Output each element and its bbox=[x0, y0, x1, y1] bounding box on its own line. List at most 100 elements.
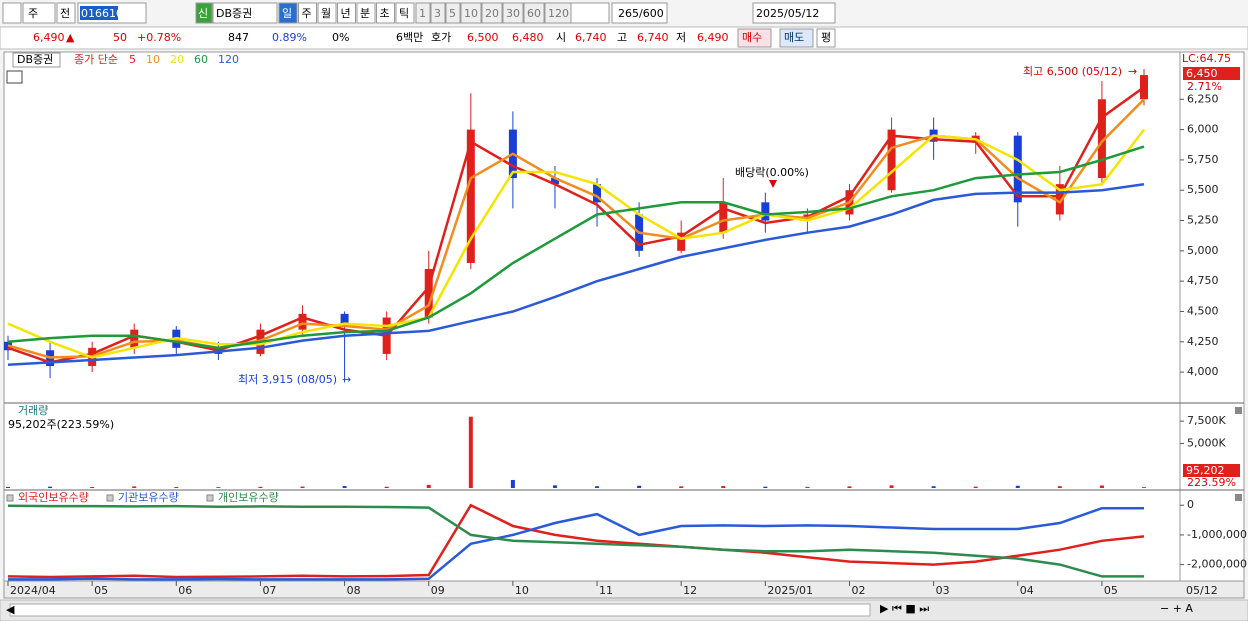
volume-bar bbox=[679, 486, 684, 488]
quote-item: 시 bbox=[556, 31, 566, 44]
code[interactable]: 016610 bbox=[81, 7, 123, 20]
volume-bar bbox=[931, 486, 936, 488]
scroll-right[interactable]: ▶ ⏮ ■ ⏭ bbox=[880, 602, 929, 615]
menu-button[interactable] bbox=[2, 2, 22, 24]
panel-close[interactable] bbox=[1235, 494, 1242, 501]
x-end-label: 05/12 bbox=[1186, 584, 1218, 597]
annotation-arrow bbox=[769, 180, 777, 188]
candle-body bbox=[1097, 99, 1106, 179]
period-select[interactable] bbox=[22, 2, 56, 24]
count-button[interactable] bbox=[415, 2, 431, 24]
interval[interactable]: 일 bbox=[282, 6, 292, 20]
legend-entry[interactable]: 60 bbox=[194, 53, 208, 66]
annotation: 배당락(0.00%) bbox=[735, 166, 809, 179]
count[interactable]: 1 bbox=[419, 7, 426, 20]
interval-button[interactable] bbox=[337, 2, 356, 24]
y-tick-label: -1,000,000 bbox=[1187, 528, 1247, 541]
candle-body bbox=[593, 184, 602, 203]
series-line bbox=[7, 504, 1144, 578]
new[interactable]: 신 bbox=[198, 7, 208, 20]
interval[interactable]: 초 bbox=[380, 7, 390, 20]
quote-item[interactable]: 평 bbox=[821, 31, 831, 44]
candle-body bbox=[761, 202, 770, 221]
count-button[interactable] bbox=[445, 2, 461, 24]
annotation: 최저 3,915 (08/05) bbox=[238, 373, 337, 386]
volume-bar bbox=[426, 484, 431, 488]
count-button[interactable] bbox=[502, 2, 524, 24]
date-input[interactable] bbox=[752, 2, 836, 24]
count[interactable]: 3 bbox=[434, 7, 441, 20]
interval-button[interactable] bbox=[278, 2, 298, 24]
order-button[interactable] bbox=[779, 28, 814, 48]
interval[interactable]: 년 bbox=[341, 7, 351, 20]
quote-item[interactable]: 매도 bbox=[784, 31, 804, 44]
interval[interactable]: 월 bbox=[321, 7, 331, 20]
table-icon[interactable] bbox=[6, 70, 23, 84]
interval-button[interactable] bbox=[356, 2, 376, 24]
legend-entry[interactable]: 기관보유수량 bbox=[118, 491, 179, 504]
y-tick-label: 5,750 bbox=[1187, 153, 1219, 166]
count-button[interactable] bbox=[523, 2, 545, 24]
candle-body bbox=[424, 269, 433, 318]
volume-bar bbox=[721, 486, 726, 488]
count[interactable]: 120 bbox=[548, 7, 569, 20]
count[interactable]: 5 bbox=[449, 7, 456, 20]
interval-button[interactable] bbox=[395, 2, 415, 24]
quote-item: 6,490 bbox=[33, 31, 65, 44]
candle-body bbox=[298, 313, 307, 330]
interval-button[interactable] bbox=[376, 2, 395, 24]
interval-button[interactable] bbox=[317, 2, 337, 24]
bars[interactable]: 265 bbox=[618, 7, 639, 20]
count[interactable]: 60 bbox=[527, 7, 541, 20]
interval[interactable]: 틱 bbox=[399, 7, 409, 20]
new-badge[interactable] bbox=[195, 2, 213, 24]
legend-entry[interactable]: 개인보유수량 bbox=[218, 491, 279, 504]
order-button[interactable] bbox=[816, 28, 836, 48]
annotation: 최고 6,500 (05/12) bbox=[1023, 65, 1122, 78]
legend-entry[interactable]: 20 bbox=[170, 53, 184, 66]
interval-button[interactable] bbox=[298, 2, 317, 24]
name[interactable]: DB증권 bbox=[216, 7, 252, 20]
count-button[interactable] bbox=[481, 2, 503, 24]
x-tick-label: 11 bbox=[599, 584, 613, 597]
volume-bar bbox=[6, 486, 10, 488]
prev[interactable]: 전 bbox=[60, 7, 70, 20]
legend-entry[interactable]: 10 bbox=[146, 53, 160, 66]
legend-entry[interactable]: 120 bbox=[218, 53, 239, 66]
bars-max[interactable]: /600 bbox=[639, 7, 664, 20]
legend-entry[interactable]: 5 bbox=[129, 53, 136, 66]
count[interactable]: 10 bbox=[464, 7, 478, 20]
count[interactable]: 30 bbox=[506, 7, 520, 20]
legend-entry[interactable]: 외국인보유수량 bbox=[18, 491, 89, 504]
last-change: 2.71% bbox=[1187, 80, 1222, 93]
interval[interactable]: 분 bbox=[360, 7, 370, 20]
count[interactable]: 20 bbox=[485, 7, 499, 20]
x-tick-label: 2025/01 bbox=[767, 584, 813, 597]
quote-item[interactable]: 매수 bbox=[742, 31, 762, 44]
scroll-left[interactable]: ◀ bbox=[6, 603, 15, 616]
order-button[interactable] bbox=[737, 28, 772, 48]
count-button[interactable] bbox=[430, 2, 446, 24]
count-button[interactable] bbox=[460, 2, 482, 24]
period[interactable]: 주 bbox=[28, 7, 38, 20]
date[interactable]: 2025/05/12 bbox=[756, 7, 819, 20]
zoom-controls[interactable]: − + A bbox=[1160, 602, 1193, 615]
legend-swatch bbox=[6, 494, 14, 502]
chart-frame bbox=[3, 51, 1245, 599]
candle-body bbox=[550, 178, 559, 185]
panel-close[interactable] bbox=[1235, 407, 1242, 414]
x-tick-label: 08 bbox=[347, 584, 361, 597]
last-price-box bbox=[1183, 67, 1240, 80]
quote-item: 6,490 bbox=[697, 31, 729, 44]
volume-bar bbox=[216, 487, 221, 488]
interval[interactable]: 주 bbox=[302, 7, 312, 20]
name-input[interactable] bbox=[212, 2, 278, 24]
quote-item: 50 bbox=[113, 31, 127, 44]
count-select[interactable] bbox=[570, 2, 610, 24]
scroll-track[interactable] bbox=[9, 603, 871, 617]
bars-input[interactable] bbox=[611, 2, 668, 24]
prev-button[interactable] bbox=[56, 2, 76, 24]
code-highlight bbox=[80, 6, 118, 20]
y-tick-label: 4,500 bbox=[1187, 304, 1219, 317]
quote-item: 0% bbox=[332, 31, 349, 44]
